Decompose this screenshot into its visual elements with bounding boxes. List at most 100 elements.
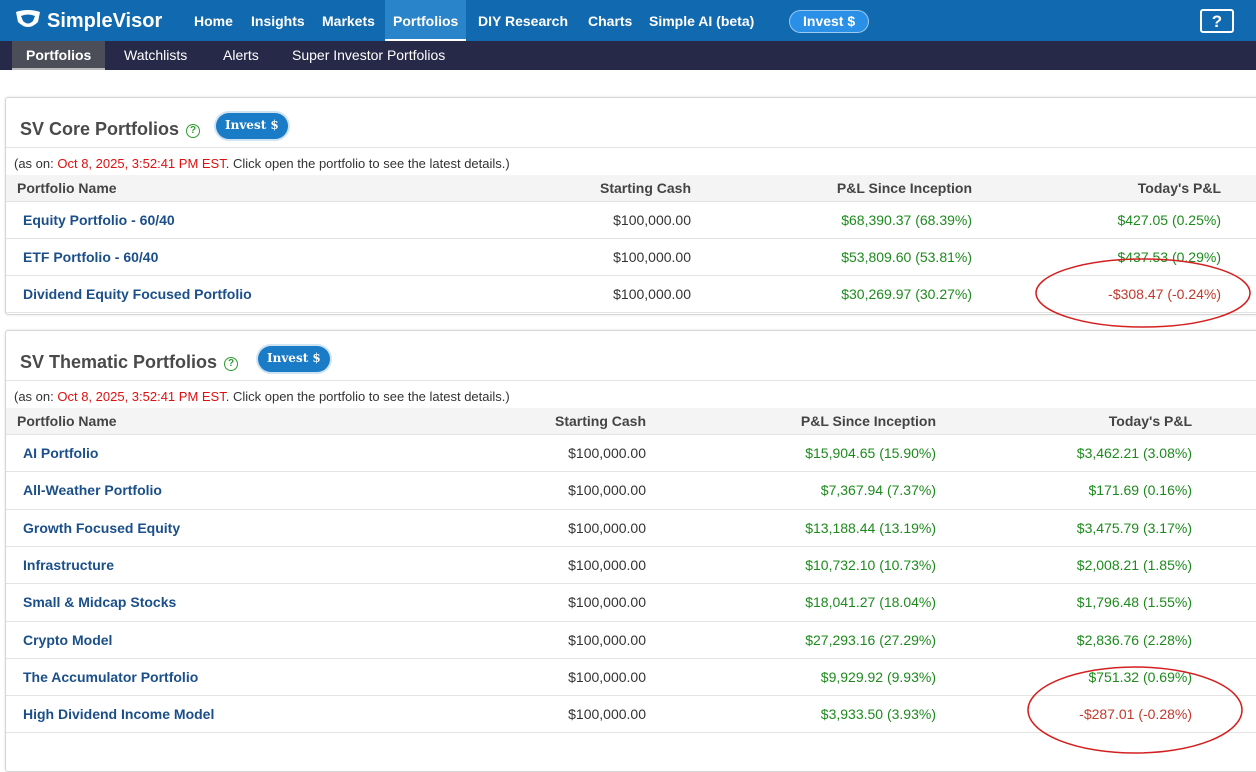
nav-link[interactable]: Charts — [588, 13, 633, 29]
sub-nav-link[interactable]: Watchlists — [124, 47, 188, 63]
pnl-inception: $68,390.37 (68.39%) — [841, 212, 972, 228]
portfolio-link[interactable]: High Dividend Income Model — [23, 706, 215, 723]
pnl-today: $1,796.48 (1.55%) — [1076, 594, 1192, 611]
nav-link[interactable]: Insights — [251, 13, 305, 29]
portfolio-link[interactable]: Growth Focused Equity — [23, 519, 181, 536]
note-date: Oct 8, 2025, 3:52:41 PM EST — [57, 389, 226, 404]
pnl-today: $751.32 (0.69%) — [1088, 668, 1192, 685]
divider — [6, 380, 1256, 381]
column-header: Portfolio Name — [17, 413, 117, 429]
portfolio-panel: SV Core Portfolios? Invest $ (as on: Oct 8… — [5, 97, 1256, 315]
starting-cash: $100,000.00 — [568, 668, 646, 685]
row-divider — [6, 583, 1256, 585]
section-title: SV Core Portfolios — [20, 119, 180, 139]
top-nav: SimpleVisor Invest $ ? Home Insights Marke… — [0, 0, 1256, 41]
row-divider — [6, 695, 1256, 697]
starting-cash: $100,000.00 — [568, 594, 646, 611]
column-header: Portfolio Name — [17, 180, 117, 196]
note-suffix: . Click open the portfolio to see the la… — [225, 389, 510, 404]
starting-cash: $100,000.00 — [568, 519, 646, 536]
column-header: P&L Since Inception — [800, 413, 936, 429]
pnl-inception: $30,269.97 (30.27%) — [841, 286, 972, 302]
portfolio-link[interactable]: Crypto Model — [23, 631, 113, 648]
pnl-today: $3,462.21 (3.08%) — [1076, 445, 1192, 461]
row-divider — [6, 238, 1256, 239]
sub-nav-link[interactable]: Alerts — [223, 47, 259, 63]
sub-nav-link[interactable]: Portfolios — [12, 41, 106, 70]
row-divider — [6, 201, 1256, 202]
row-divider — [6, 275, 1256, 276]
starting-cash: $100,000.00 — [568, 482, 646, 499]
nav-link[interactable]: Simple AI (beta) — [649, 13, 755, 29]
column-header: Starting Cash — [554, 413, 646, 429]
starting-cash: $100,000.00 — [613, 286, 691, 302]
portfolio-link[interactable]: All-Weather Portfolio — [23, 482, 162, 499]
row-divider — [6, 657, 1256, 659]
pnl-today: -$287.01 (-0.28%) — [1079, 706, 1192, 723]
pnl-today: $2,836.76 (2.28%) — [1076, 631, 1192, 648]
pnl-inception: $13,188.44 (13.19%) — [805, 519, 936, 536]
invest-button[interactable]: Invest $ — [216, 113, 288, 139]
row-divider — [6, 620, 1256, 622]
column-header: Today's P&L — [1137, 180, 1221, 196]
note-suffix: . Click open the portfolio to see the la… — [225, 156, 510, 171]
section-title: SV Thematic Portfolios — [20, 352, 218, 372]
starting-cash: $100,000.00 — [568, 631, 646, 648]
starting-cash: $100,000.00 — [568, 445, 646, 461]
column-header: P&L Since Inception — [836, 180, 972, 196]
starting-cash: $100,000.00 — [613, 249, 691, 265]
divider — [6, 147, 1256, 148]
column-header: Today's P&L — [1108, 413, 1192, 429]
pnl-inception: $15,904.65 (15.90%) — [805, 445, 936, 461]
help-icon[interactable]: ? — [1200, 9, 1234, 33]
portfolio-link[interactable]: ETF Portfolio - 60/40 — [23, 249, 159, 265]
portfolio-link[interactable]: AI Portfolio — [23, 445, 99, 461]
pnl-today: $437.53 (0.29%) — [1117, 249, 1221, 265]
row-divider — [6, 545, 1256, 547]
row-divider — [6, 471, 1256, 473]
pnl-inception: $7,367.94 (7.37%) — [820, 482, 936, 499]
portfolio-link[interactable]: Infrastructure — [23, 556, 115, 573]
pnl-inception: $53,809.60 (53.81%) — [841, 249, 972, 265]
column-header: Starting Cash — [599, 180, 691, 196]
sub-nav: Portfolios Watchlists Alerts Super Investor… — [0, 41, 1256, 70]
pnl-today: $427.05 (0.25%) — [1117, 212, 1221, 228]
starting-cash: $100,000.00 — [568, 706, 646, 723]
as-of-note: (as on: Oct 8, 2025, 3:52:41 PM EST. Cli… — [14, 156, 510, 171]
nav-link[interactable]: DIY Research — [478, 13, 569, 29]
nav-link[interactable]: Home — [194, 13, 233, 29]
row-divider — [6, 434, 1256, 435]
logo — [16, 10, 40, 27]
portfolio-link[interactable]: Dividend Equity Focused Portfolio — [23, 286, 252, 302]
starting-cash: $100,000.00 — [613, 212, 691, 228]
pnl-today: -$308.47 (-0.24%) — [1108, 286, 1221, 302]
invest-button[interactable]: Invest $ — [790, 11, 869, 32]
pnl-inception: $10,732.10 (10.73%) — [805, 556, 936, 573]
portfolio-link[interactable]: Small & Midcap Stocks — [23, 594, 177, 611]
help-icon[interactable]: ? — [224, 357, 239, 371]
help-icon[interactable]: ? — [186, 124, 201, 138]
row-divider — [6, 508, 1256, 510]
nav-link[interactable]: Markets — [322, 13, 375, 29]
table-header — [6, 408, 1256, 434]
note-date: Oct 8, 2025, 3:52:41 PM EST — [57, 156, 226, 171]
nav-link[interactable]: Portfolios — [385, 0, 467, 41]
portfolio-panel: SV Thematic Portfolios? Invest $ (as on: O… — [5, 330, 1256, 772]
pnl-today: $171.69 (0.16%) — [1088, 482, 1192, 499]
pnl-today: $2,008.21 (1.85%) — [1076, 556, 1192, 573]
portfolio-link[interactable]: Equity Portfolio - 60/40 — [23, 212, 175, 228]
pnl-inception: $18,041.27 (18.04%) — [805, 594, 936, 611]
portfolio-link[interactable]: The Accumulator Portfolio — [23, 668, 199, 685]
pnl-today: $3,475.79 (3.17%) — [1076, 519, 1192, 536]
brand[interactable]: SimpleVisor — [47, 10, 163, 32]
sub-nav-link[interactable]: Super Investor Portfolios — [292, 47, 446, 63]
row-divider — [6, 312, 1256, 313]
invest-button[interactable]: Invest $ — [258, 346, 330, 372]
row-divider — [6, 732, 1256, 734]
as-of-note: (as on: Oct 8, 2025, 3:52:41 PM EST. Cli… — [14, 389, 510, 404]
note-prefix: (as on: — [14, 156, 58, 171]
pnl-inception: $3,933.50 (3.93%) — [820, 706, 936, 723]
note-prefix: (as on: — [14, 389, 58, 404]
table-header — [6, 175, 1256, 201]
